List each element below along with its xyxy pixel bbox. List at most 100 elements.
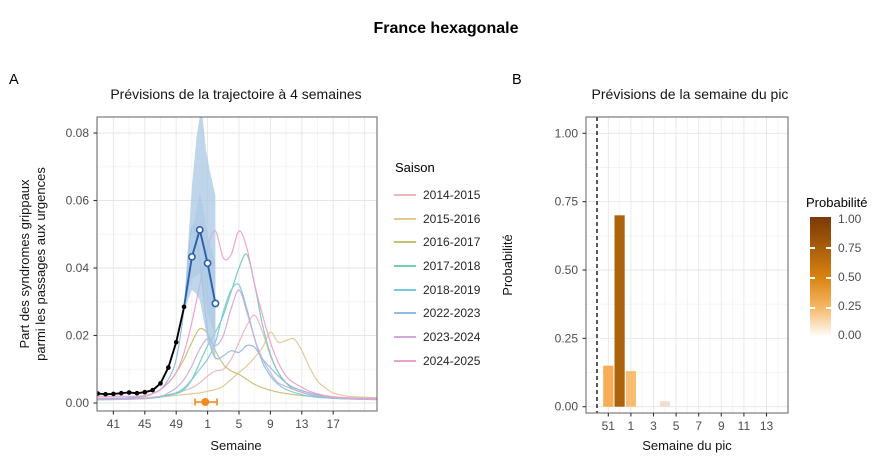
y-tick-label: 1.00 — [555, 126, 579, 140]
colorbar-label: 0.00 — [838, 328, 862, 342]
colorbar-tick — [810, 307, 815, 309]
y-tick-label: 0.75 — [555, 195, 579, 209]
panel-a-border — [96, 116, 378, 412]
legend-key-line — [394, 359, 416, 362]
legend-item: 2016-2017 — [394, 230, 504, 254]
colorbar-tick — [826, 307, 831, 309]
observed-point — [173, 339, 179, 345]
y-tick-label: 0.02 — [66, 329, 90, 343]
legend-key-line — [394, 264, 416, 267]
x-tick-label: 5 — [673, 419, 680, 433]
season-line-2023-2024 — [97, 289, 377, 401]
legend-key-line — [394, 193, 416, 196]
legend-item: 2018-2019 — [394, 278, 504, 302]
x-tick-label: 41 — [107, 417, 121, 431]
legend-item-label: 2017-2018 — [423, 258, 481, 273]
x-tick-label: 1 — [204, 417, 211, 431]
observed-point — [111, 391, 116, 397]
y-tick-label: 0.25 — [555, 331, 579, 345]
peak-week-bars — [603, 215, 670, 407]
colorbar-label: 0.50 — [838, 270, 862, 284]
panel-a-x-axis-title: Semaine — [210, 438, 262, 453]
panel-a-title: Prévisions de la trajectoire à 4 semaine… — [110, 86, 362, 102]
x-tick-label: 13 — [295, 417, 309, 431]
panel-a-y-axis-title: Part des syndromes grippaux parmi les pa… — [17, 109, 49, 419]
legend-item-label: 2018-2019 — [423, 282, 481, 297]
legend-item: 2023-2024 — [394, 325, 504, 349]
colorbar-gradient — [810, 217, 831, 337]
colorbar-tick — [826, 247, 831, 249]
legend-item-label: 2023-2024 — [423, 329, 481, 344]
x-tick-label: 13 — [760, 419, 774, 433]
panel-b-title: Prévisions de la semaine du pic — [591, 86, 789, 102]
y-tick-label: 0.00 — [66, 396, 90, 410]
y-axis-title-line1: Part des syndromes grippaux — [17, 179, 32, 349]
bar-week-1 — [625, 371, 636, 407]
observed-point — [118, 390, 124, 396]
forecast-point — [203, 259, 212, 268]
panel-a-series — [97, 117, 377, 406]
y-axis-title-line2: parmi les passages aux urgences — [33, 167, 48, 361]
observed-point — [150, 387, 155, 393]
legend-key-line — [394, 241, 416, 244]
y-tick-label: 0.04 — [66, 261, 90, 275]
observed-point — [166, 365, 171, 370]
season-line-2018-2019 — [97, 283, 377, 401]
colorbar-tick — [810, 277, 815, 279]
colorbar-label: 1.00 — [838, 212, 862, 226]
y-tick-label: 0.06 — [66, 194, 90, 208]
x-tick-label: 5 — [236, 417, 243, 431]
forecast-point — [187, 252, 196, 261]
observed-point — [142, 389, 148, 395]
legend-item-label: 2024-2025 — [423, 353, 481, 368]
forecast-point — [195, 225, 204, 234]
y-tick-label: 0.50 — [555, 263, 579, 277]
panel-b-border — [585, 116, 789, 414]
legend-key-line — [394, 217, 416, 220]
x-tick-label: 9 — [267, 417, 274, 431]
legend-item-label: 2015-2016 — [423, 211, 481, 226]
observed-point — [158, 381, 163, 386]
legend-saison-title: Saison — [395, 160, 435, 175]
observed-point — [103, 391, 108, 397]
x-tick-label: 11 — [738, 419, 751, 433]
x-tick-label: 1 — [628, 419, 635, 433]
legend-item: 2015-2016 — [394, 207, 504, 231]
colorbar-tick — [810, 247, 815, 249]
panel-b-tag: B — [512, 72, 522, 88]
colorbar-label: 0.25 — [838, 299, 862, 313]
bar-week-4 — [659, 401, 670, 407]
legend-item: 2022-2023 — [394, 301, 504, 325]
panel-a-tag: A — [9, 72, 19, 88]
bar-week-52 — [614, 215, 625, 407]
legend-item: 2024-2025 — [394, 349, 504, 373]
x-tick-label: 9 — [718, 419, 725, 433]
x-tick-label: 17 — [327, 417, 341, 431]
legend-item-label: 2014-2015 — [423, 187, 481, 202]
legend-item-label: 2022-2023 — [423, 306, 481, 321]
bar-week-51 — [603, 365, 614, 407]
legend-item: 2017-2018 — [394, 254, 504, 278]
y-tick-label: 0.00 — [555, 400, 579, 414]
panel-b-x-axis-title: Semaine du pic — [642, 438, 732, 453]
legend-probabilite-title: Probabilité — [806, 195, 868, 210]
legend-item: 2014-2015 — [394, 183, 504, 207]
x-tick-label: 45 — [138, 417, 152, 431]
observed-point — [181, 304, 187, 310]
panel-a-grid — [97, 117, 377, 411]
legend-key-line — [394, 312, 416, 315]
y-tick-label: 0.08 — [66, 126, 90, 140]
season-line-2024-2025 — [97, 230, 377, 400]
panel-a-axes: 41 45 49 1 5 9 13 17 0.00 0.02 0.04 0.06 0.08 — [66, 126, 341, 431]
observed-point — [134, 390, 140, 396]
legend-key-line — [394, 335, 416, 338]
x-tick-label: 51 — [602, 419, 616, 433]
colorbar-label: 0.75 — [838, 241, 862, 255]
forecast-ribbon-inner — [184, 192, 216, 338]
panel-b-y-axis-title: Probabilité — [500, 234, 515, 296]
panel-b-axes: 51 1 3 5 7 9 11 130.000.250.500.751.00 — [555, 126, 774, 433]
x-tick-label: 7 — [695, 419, 702, 433]
legend-key-line — [394, 288, 416, 291]
page-title: France hexagonale — [373, 20, 519, 37]
